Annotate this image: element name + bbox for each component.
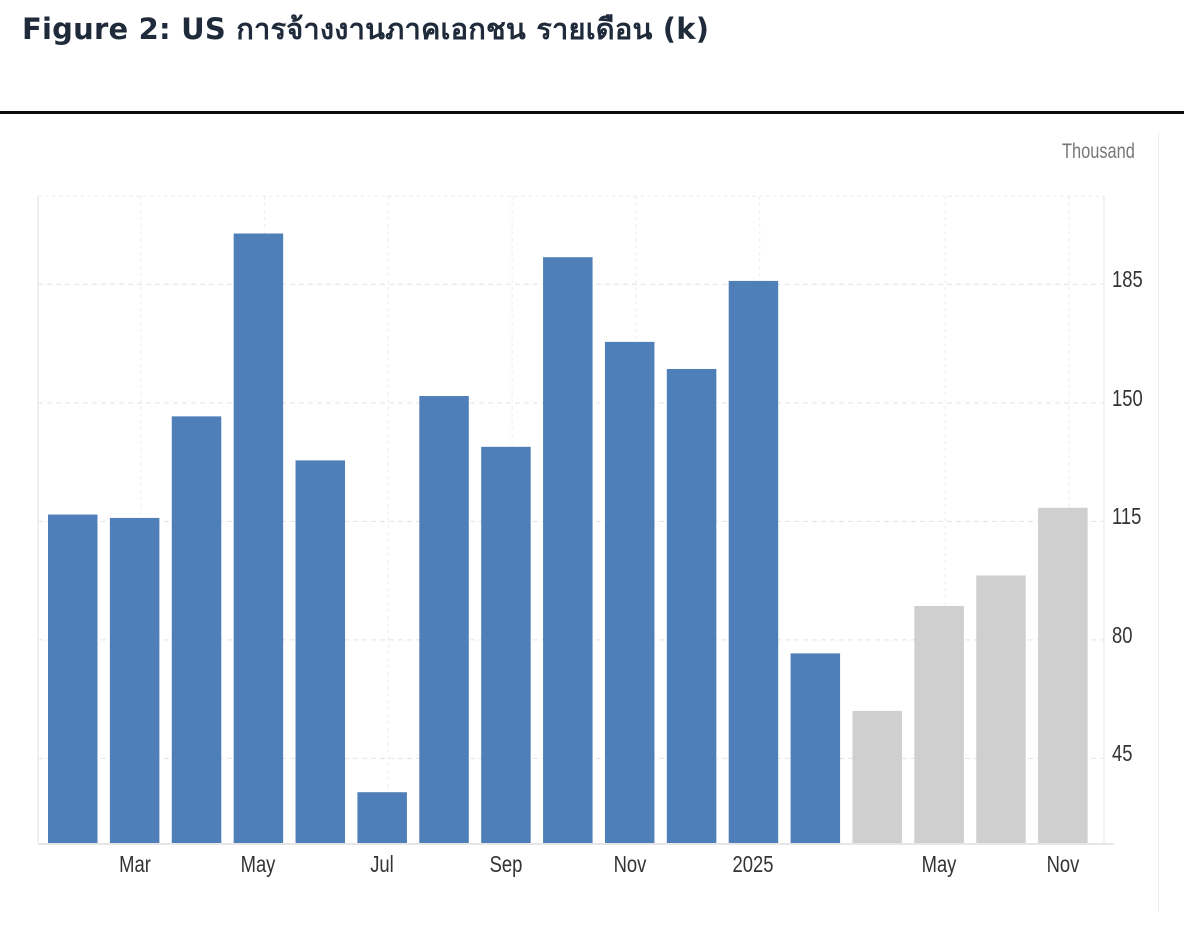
y-axis-unit-label: Thousand — [1062, 140, 1135, 163]
bar-forecast — [914, 605, 964, 843]
x-tick-label: 2025 — [732, 851, 774, 877]
chart-plot-area — [37, 195, 1114, 845]
x-tick-label: Mar — [118, 851, 151, 877]
bar-forecast — [852, 710, 902, 843]
y-tick-label: 185 — [1112, 266, 1143, 293]
x-tick-label: May — [241, 851, 276, 877]
x-tick-label: Sep — [489, 851, 523, 877]
x-tick-label: Nov — [613, 851, 647, 877]
x-tick-label: May — [921, 851, 957, 877]
bar-forecast — [1038, 507, 1088, 843]
x-tick-label: Nov — [1046, 851, 1080, 877]
figure-title: Figure 2: US การจ้างงานภาคเอกชน รายเดือน… — [22, 12, 710, 46]
y-tick-label: 80 — [1112, 621, 1133, 648]
bar-actual — [48, 514, 98, 843]
bar-actual — [171, 416, 222, 843]
bar-actual — [109, 517, 160, 843]
chart-frame-right — [1158, 132, 1159, 912]
bar-actual — [728, 280, 779, 843]
bar-forecast — [976, 575, 1026, 843]
y-tick-label: 115 — [1112, 503, 1142, 530]
bar-actual — [604, 341, 655, 843]
bar-chart: Thousand 45 80 115 150 185 Mar May Jul Sep Nov 20… — [0, 114, 1200, 945]
bar-actual — [357, 792, 407, 843]
bar-actual — [233, 233, 284, 843]
bar-actual — [666, 368, 717, 843]
bar-actual — [543, 257, 593, 843]
y-tick-label: 45 — [1112, 740, 1133, 767]
bar-actual — [295, 460, 346, 843]
bar-actual — [790, 653, 841, 843]
y-tick-label: 150 — [1112, 384, 1143, 411]
title-divider — [0, 111, 1184, 114]
bar-actual — [419, 396, 469, 843]
x-tick-label: Jul — [370, 851, 394, 877]
bar-actual — [481, 446, 531, 843]
